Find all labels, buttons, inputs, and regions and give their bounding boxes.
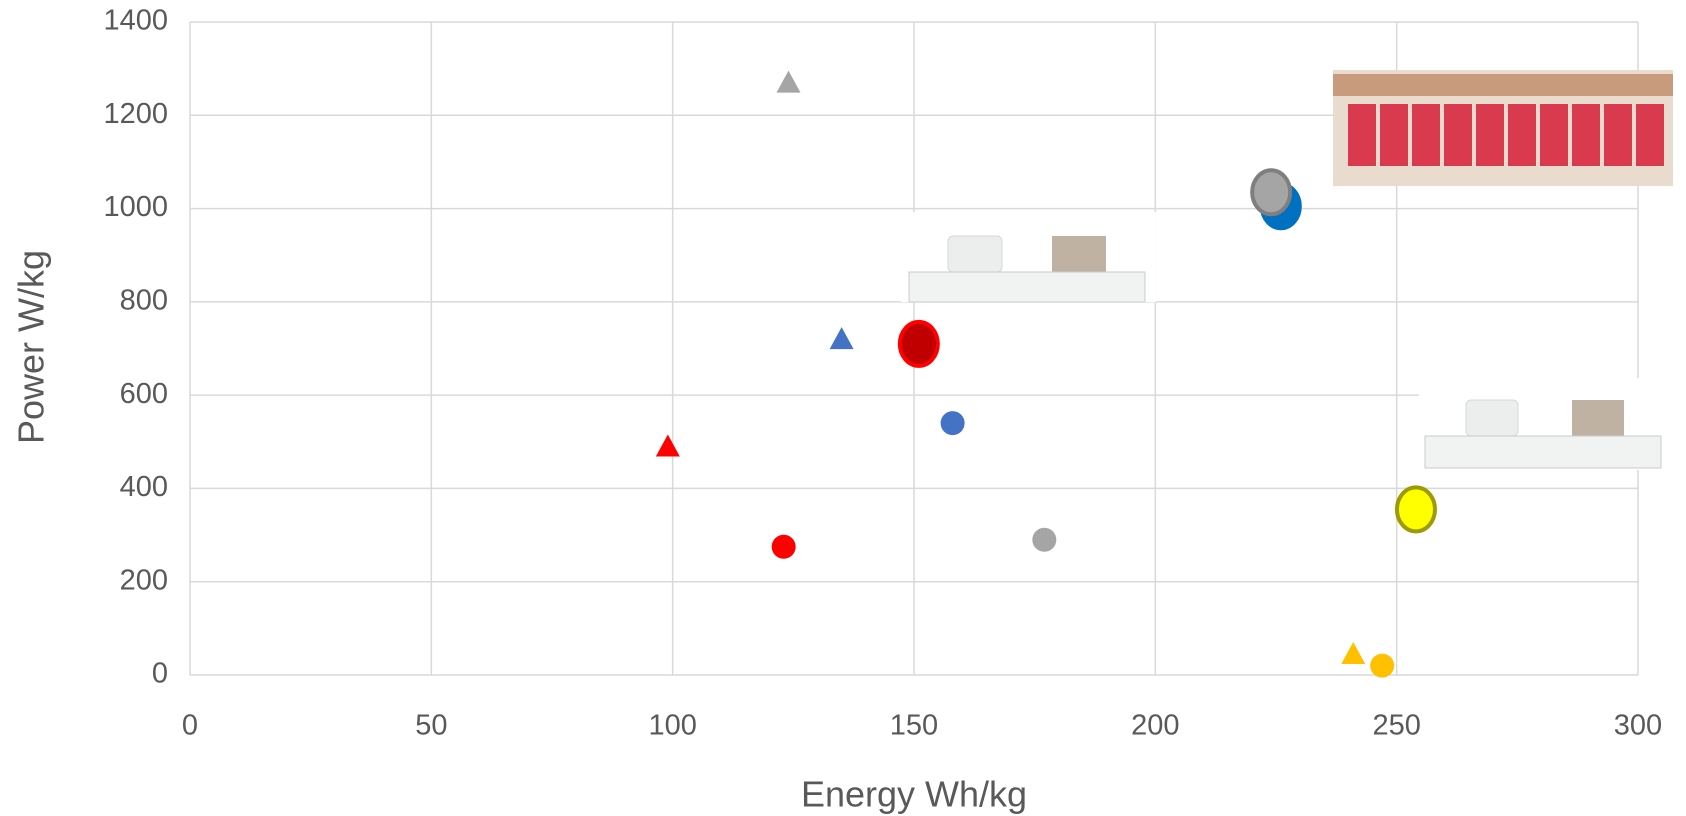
x-tick-label: 150 [890, 710, 938, 742]
marks [656, 71, 1435, 678]
triangle-point [830, 327, 854, 349]
circle-point [1032, 528, 1056, 552]
triangle-point [1341, 642, 1365, 664]
photo-cell-pair [901, 212, 1156, 302]
x-tick-label: 250 [1372, 710, 1420, 742]
y-tick-label: 1400 [103, 5, 168, 37]
y-tick-label: 1200 [103, 98, 168, 130]
circle-point [941, 411, 965, 435]
x-tick-label: 200 [1131, 710, 1179, 742]
circle-point [1370, 654, 1394, 678]
y-tick-label: 600 [120, 378, 168, 410]
photo-cell-pair [1419, 378, 1664, 470]
y-tick-label: 200 [120, 564, 168, 596]
large-point [1397, 487, 1435, 531]
triangle-point [777, 71, 801, 93]
chart: 0 200 400 600 800 1000 1200 1400 0 50 100 150 200 250… [0, 0, 1686, 816]
y-tick-label: 400 [120, 471, 168, 503]
y-axis-title: Power W/kg [11, 250, 52, 444]
large-point [1252, 170, 1290, 214]
photo-cell-pack [1333, 70, 1673, 186]
x-tick-label: 50 [415, 710, 447, 742]
x-tick-label: 300 [1614, 710, 1662, 742]
large-point [900, 322, 938, 366]
y-tick-label: 0 [152, 658, 168, 690]
x-axis-title: Energy Wh/kg [801, 774, 1027, 815]
x-tick-label: 0 [182, 710, 198, 742]
y-tick-label: 800 [120, 285, 168, 317]
page: {"chart_data": { "type": "scatter", "x_l… [0, 0, 1686, 816]
y-tick-label: 1000 [103, 191, 168, 223]
circle-point [772, 535, 796, 559]
triangle-point [656, 434, 680, 456]
photos [901, 70, 1673, 470]
x-tick-label: 100 [648, 710, 696, 742]
